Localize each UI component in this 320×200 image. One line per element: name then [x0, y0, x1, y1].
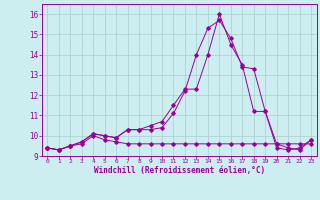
X-axis label: Windchill (Refroidissement éolien,°C): Windchill (Refroidissement éolien,°C) — [94, 166, 265, 175]
